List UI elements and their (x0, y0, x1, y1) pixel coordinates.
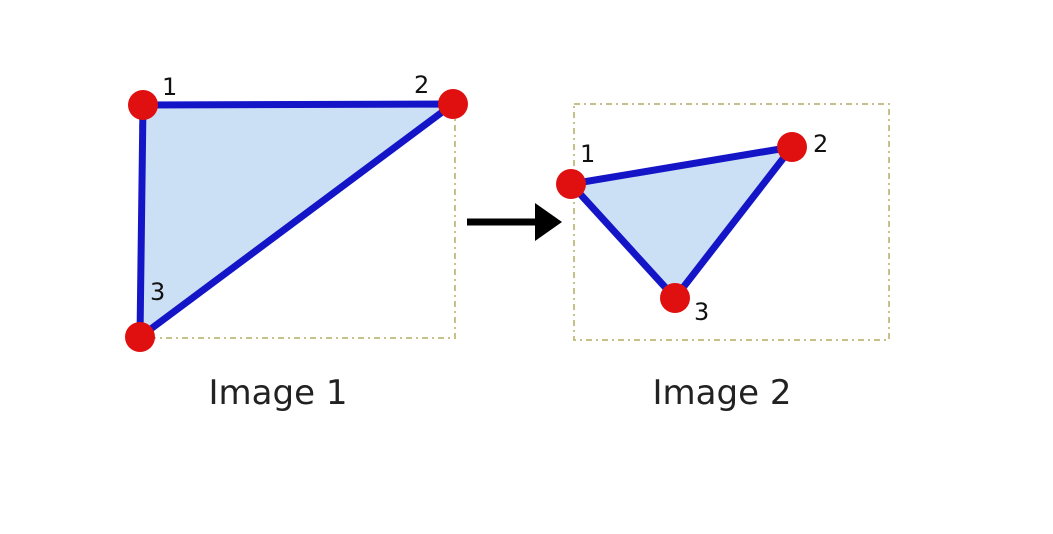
image2-caption: Image 2 (653, 373, 792, 413)
image1-panel: 1 2 3 Image 1 (125, 71, 468, 413)
image2-frame (573, 103, 890, 341)
image1-vertex-label-3: 3 (150, 278, 165, 306)
image1-triangle (136, 100, 457, 341)
image2-triangle (567, 143, 796, 302)
image1-vertex-label-2: 2 (414, 71, 429, 99)
image2-vertex-2 (777, 132, 807, 162)
image2-vertex-label-2: 2 (813, 130, 828, 158)
image2-vertex-3 (660, 283, 690, 313)
image1-caption: Image 1 (209, 373, 348, 413)
right-arrow-icon (467, 203, 562, 241)
image2-vertex-label-3: 3 (694, 298, 709, 326)
image1-vertex-3 (125, 322, 155, 352)
image2-panel: 1 2 3 Image 2 (556, 103, 890, 413)
image1-vertex-1 (128, 90, 158, 120)
image1-vertex-label-1: 1 (162, 73, 177, 101)
image2-vertex-1 (556, 169, 586, 199)
image1-vertex-2 (438, 89, 468, 119)
image2-vertex-label-1: 1 (580, 140, 595, 168)
